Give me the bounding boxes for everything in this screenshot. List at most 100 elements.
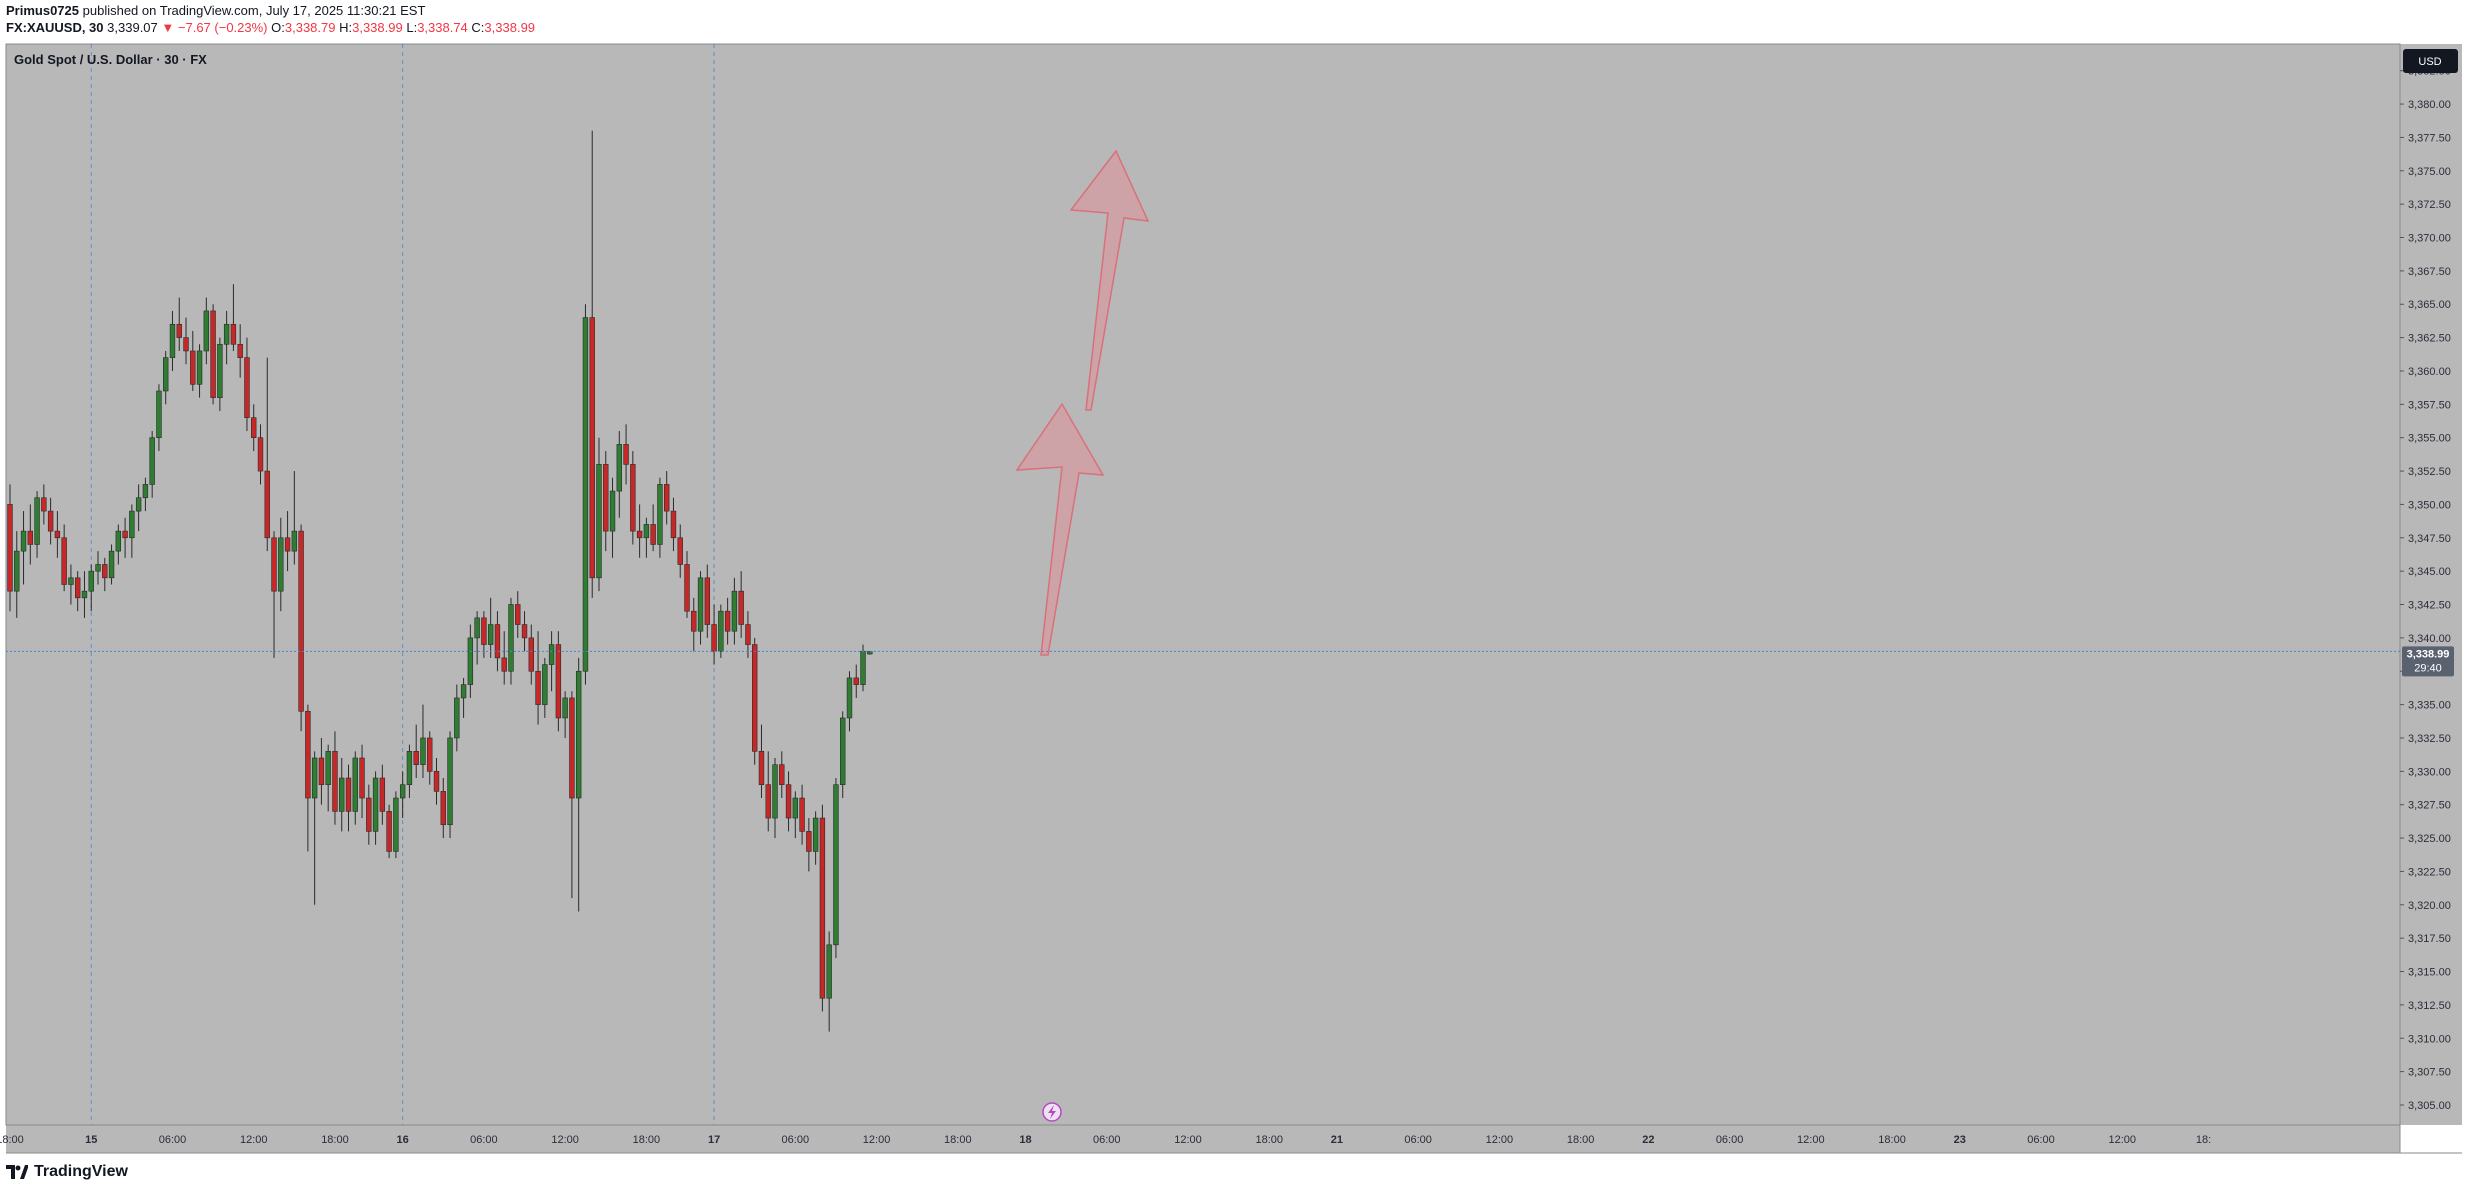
time-tick-label: 12:00 (1797, 1134, 1825, 1146)
forecast-arrow-upper[interactable] (1069, 149, 1150, 411)
currency-label[interactable]: USD (2418, 56, 2441, 68)
candle (27, 504, 34, 565)
time-tick-label: 12:00 (2108, 1134, 2136, 1146)
current-price-label: 3,338.99 (2407, 648, 2450, 660)
candle (68, 564, 74, 605)
price-tick-label: 3,380.00 (2408, 99, 2451, 111)
time-tick-label: 06:00 (1404, 1134, 1432, 1146)
candle (731, 577, 738, 645)
price-axis[interactable] (2400, 44, 2462, 1125)
candle (156, 384, 162, 452)
candle-body (853, 677, 859, 685)
candle (826, 931, 832, 1032)
candle-body (34, 497, 40, 545)
price-tick-label: 3,325.00 (2408, 833, 2451, 845)
candle (501, 631, 507, 685)
candle-body (833, 784, 839, 946)
candle-body (210, 310, 216, 398)
candle (636, 504, 643, 558)
candle (142, 477, 149, 512)
candle-body (217, 343, 223, 398)
candle (81, 571, 88, 618)
time-tick-label: 06:00 (1093, 1134, 1121, 1146)
candle (724, 597, 731, 645)
candle (135, 484, 142, 532)
candle-body (494, 624, 501, 659)
currency-button[interactable]: USD (2403, 49, 2458, 73)
candle-body (406, 751, 413, 785)
candle-body (345, 777, 352, 812)
time-tick-label: 15 (85, 1134, 97, 1146)
candle (230, 284, 237, 351)
candle-body (582, 317, 589, 672)
time-tick-label: 06:00 (470, 1134, 498, 1146)
candle-body (657, 484, 663, 545)
candle (521, 611, 528, 652)
candle-body (609, 490, 616, 532)
candle-body (840, 717, 846, 785)
time-tick-label: 12:00 (1174, 1134, 1202, 1146)
candle-body (731, 590, 738, 632)
forecast-arrow-lower[interactable] (1015, 402, 1105, 656)
price-tick-label: 3,370.00 (2408, 233, 2451, 245)
time-tick-label: 17 (708, 1134, 720, 1146)
candle (251, 404, 257, 452)
candle (697, 571, 704, 645)
candle-body (460, 684, 467, 699)
candle-body (311, 757, 318, 799)
forecast-arrows[interactable] (1015, 149, 1150, 656)
candle-body (528, 637, 534, 672)
time-tick-label: 18:00 (1878, 1134, 1906, 1146)
plot-background[interactable] (5, 43, 2401, 1126)
price-tick-label: 3,372.50 (2408, 199, 2451, 211)
candle (393, 791, 399, 859)
candle (657, 477, 663, 558)
candle (745, 611, 751, 658)
candle-body (190, 350, 196, 385)
candle-body (223, 323, 230, 345)
candle (548, 631, 555, 692)
lightning-icon[interactable] (1042, 1102, 1062, 1122)
candle (47, 497, 54, 545)
candle (447, 731, 453, 839)
candle (129, 504, 135, 558)
candle-body (420, 737, 426, 765)
last-price: 3,339.07 (107, 20, 158, 35)
candle (399, 771, 406, 819)
price-tick-label: 3,345.00 (2408, 566, 2451, 578)
candle-body (14, 550, 20, 592)
candle (95, 551, 101, 585)
candle-body (339, 777, 345, 812)
price-change: −7.67 (−0.23%) (177, 20, 268, 35)
tradingview-logo[interactable]: TradingView (6, 1163, 128, 1181)
price-tick-label: 3,305.00 (2408, 1100, 2451, 1112)
candle (487, 597, 494, 658)
candle (684, 551, 690, 618)
candle (7, 484, 13, 612)
candle-body (650, 524, 656, 545)
high-label: H: (339, 20, 353, 35)
candle (339, 757, 345, 832)
candle-body (332, 751, 338, 812)
candle-body (643, 524, 650, 539)
candle-body (636, 530, 643, 539)
candle-body (386, 811, 392, 852)
candle (508, 597, 514, 685)
candle (284, 511, 291, 572)
candle-body (237, 343, 243, 358)
time-tick-label: 12:00 (863, 1134, 891, 1146)
time-axis[interactable] (6, 1125, 2400, 1153)
candle-body (521, 624, 528, 639)
candle (34, 491, 40, 558)
candle (366, 784, 372, 845)
time-tick-label: 18 (1019, 1134, 1031, 1146)
candle-body (555, 644, 562, 719)
candle (663, 471, 670, 525)
candle (812, 811, 819, 865)
candle (738, 571, 744, 638)
candle (427, 731, 433, 785)
bar-countdown-label: 29:40 (2414, 662, 2442, 674)
candle (278, 517, 284, 612)
candle-body (251, 417, 257, 438)
